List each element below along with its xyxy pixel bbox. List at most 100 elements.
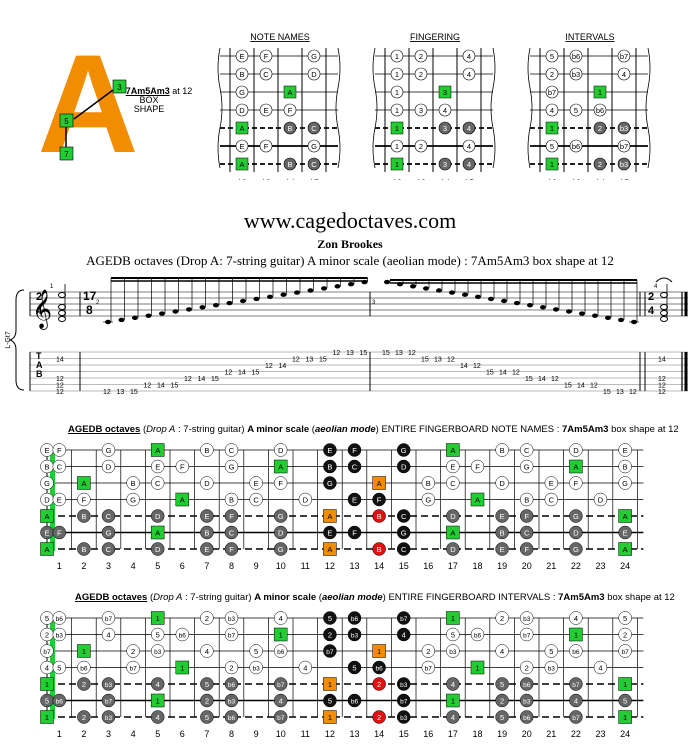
fb-note-marker <box>323 443 337 457</box>
mini-note-label: 2 <box>419 70 423 79</box>
mini-note-label: b3 <box>620 160 628 169</box>
fb-note-marker <box>396 611 411 625</box>
fb-note-marker <box>372 660 386 675</box>
description: AGEDB octaves (Drop A: 7-string guitar) … <box>86 253 614 268</box>
tab-fret: 12 <box>184 376 192 383</box>
fb-note-marker <box>273 693 288 708</box>
fb-note-label: F <box>278 479 283 488</box>
fb-note-label: 1 <box>328 680 332 689</box>
mini-note-marker <box>462 139 476 153</box>
fb-note-label: 1 <box>328 713 332 722</box>
mini-note-marker <box>569 49 583 63</box>
fb-note-label: b6 <box>375 666 383 673</box>
fb-note-label: b3 <box>105 682 113 689</box>
fb-fret-number: 10 <box>276 729 286 739</box>
fb-note-label: b7 <box>105 699 113 706</box>
fb-note-marker <box>224 710 239 724</box>
fb-note-label: b3 <box>252 666 260 673</box>
mini-note-label: A <box>239 124 244 133</box>
mini-title: NOTE NAMES <box>250 32 310 42</box>
fb-fret-number: 15 <box>399 561 409 571</box>
fb-note-marker <box>150 644 165 658</box>
fb-note-label: C <box>155 479 161 488</box>
site-url[interactable]: www.cagedoctaves.com <box>243 208 457 233</box>
fb-root-marker <box>273 459 288 474</box>
fb-note-label: 1 <box>279 631 283 640</box>
author: Zon Brookes <box>317 237 383 251</box>
fb-note-label: A <box>44 512 49 521</box>
fb-root-marker <box>40 542 54 556</box>
fb-note-label: b6 <box>523 715 531 722</box>
fb-intervals-title: AGEDB octaves (Drop A : 7-string guitar)… <box>75 592 675 603</box>
fb-note-marker <box>618 644 632 658</box>
fb-root-marker <box>569 459 583 474</box>
fb-note-label: b3 <box>228 616 236 623</box>
mini-note-label: F <box>264 142 269 151</box>
fb-note-label: 5 <box>45 697 49 706</box>
mini-note-marker <box>390 49 404 63</box>
fb-root-marker <box>372 644 386 658</box>
fb-note-marker <box>396 509 411 523</box>
tab-fret: 15 <box>319 357 327 364</box>
fb-note-label: D <box>278 529 284 538</box>
fb-note-marker <box>77 710 91 724</box>
mini-note-marker <box>462 49 476 63</box>
mini-fret-number: 15 <box>309 178 319 180</box>
fb-note-label: b3 <box>523 699 531 706</box>
fb-note-label: C <box>524 446 530 455</box>
fb-note-marker <box>200 710 214 724</box>
tab-fret: 13 <box>306 357 314 364</box>
fb-note-marker <box>421 476 436 490</box>
mini-fret-number: 13 <box>571 178 581 180</box>
fb-note-marker <box>200 509 214 523</box>
tab-fret: 14 <box>460 363 468 370</box>
fb-root-marker <box>618 542 632 556</box>
scale-note <box>321 286 327 291</box>
fb-root-marker <box>77 644 91 658</box>
scale-note <box>592 313 598 318</box>
fb-fret-number: 11 <box>301 729 310 739</box>
fb-note-label: F <box>352 446 357 455</box>
fb-note-marker <box>40 644 54 658</box>
fb-note-marker <box>569 710 583 724</box>
fb-fret-number: 22 <box>571 561 581 571</box>
mini-note-label: 1 <box>598 88 602 97</box>
fb-root-marker <box>150 693 165 708</box>
mini-note-marker <box>593 121 607 135</box>
fb-note-marker <box>298 660 313 675</box>
fb-note-label: C <box>401 512 407 521</box>
mini-note-marker <box>390 85 404 99</box>
fb-note-label: 1 <box>82 647 86 656</box>
fb-fret-number: 6 <box>180 729 185 739</box>
fb-note-label: b7 <box>621 649 629 656</box>
fb-note-marker <box>347 660 362 675</box>
fb-note-marker <box>618 693 632 708</box>
mini-note-label: C <box>263 70 269 79</box>
fb-note-label: D <box>44 496 50 505</box>
fb-fret-number: 16 <box>423 729 433 739</box>
fb-note-label: 1 <box>574 631 578 640</box>
mini-note-marker <box>462 67 476 81</box>
fb-note-marker <box>446 476 460 490</box>
tab-fret: 12 <box>447 357 455 364</box>
fb-note-marker <box>396 693 411 708</box>
fb-note-marker <box>569 476 583 490</box>
fb-note-label: G <box>278 512 284 521</box>
mini-note-label: 1 <box>395 160 399 169</box>
fb-note-label: 4 <box>574 614 578 623</box>
scale-note <box>423 286 429 291</box>
mini-note-label: 2 <box>550 70 554 79</box>
fb-note-label: 1 <box>156 697 160 706</box>
measure-number: 3 <box>372 300 376 306</box>
fb-note-marker <box>396 459 411 474</box>
fb-note-label: 2 <box>377 680 381 689</box>
mini-note-label: 4 <box>622 70 626 79</box>
tab-fret: 12 <box>658 389 666 396</box>
fb-root-marker <box>323 677 337 691</box>
fb-note-label: C <box>549 496 555 505</box>
shape-box: BOX <box>139 95 159 105</box>
fb-note-marker <box>495 542 509 556</box>
fb-fret-number: 9 <box>254 561 259 571</box>
fb-note-label: b7 <box>277 682 285 689</box>
